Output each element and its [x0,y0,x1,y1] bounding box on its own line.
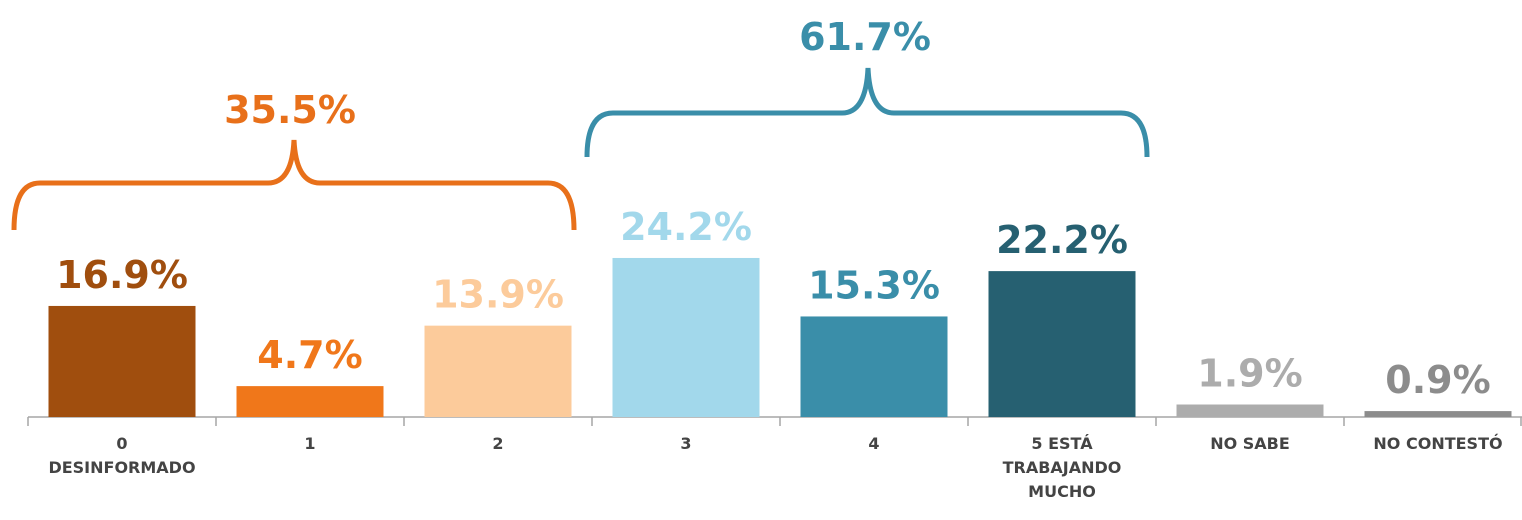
x-tick-label: 4 [868,434,880,453]
bar [236,386,384,417]
value-label: 0.9% [1385,358,1490,402]
x-tick-label: 0 DESINFORMADO [48,434,196,477]
value-label: 13.9% [432,273,564,317]
bracket [584,67,1150,158]
bar [48,305,196,417]
value-label: 22.2% [996,218,1128,262]
bar [612,257,760,417]
bar [1176,404,1324,417]
value-label: 16.9% [56,253,188,297]
bracket [11,139,577,231]
value-label: 1.9% [1197,352,1302,396]
annotation: 61.7% [799,15,931,59]
x-tick-label: NO SABE [1210,434,1290,453]
value-label: 24.2% [620,205,752,249]
x-tick-label: 1 [304,434,316,453]
x-tick-label: 3 [680,434,692,453]
annotation: 35.5% [224,88,356,132]
x-tick-label: NO CONTESTÓ [1373,434,1503,453]
bar [800,316,948,417]
x-tick-label: 5 ESTÁ TRABAJANDO MUCHO [1002,434,1122,501]
bar [424,325,572,417]
value-label: 15.3% [808,263,940,307]
bar [1364,411,1512,417]
bar [988,271,1136,417]
value-label: 4.7% [257,333,362,377]
x-tick-label: 2 [492,434,504,453]
